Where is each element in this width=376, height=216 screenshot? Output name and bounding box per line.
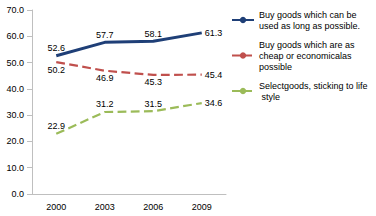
svg-text:20.0: 20.0 bbox=[6, 136, 24, 146]
svg-text:60.0: 60.0 bbox=[6, 31, 24, 41]
svg-text:2000: 2000 bbox=[46, 202, 66, 212]
svg-text:30.0: 30.0 bbox=[6, 110, 24, 120]
svg-text:Buy goods which can be: Buy goods which can be bbox=[259, 10, 359, 20]
svg-text:2009: 2009 bbox=[192, 202, 212, 212]
svg-text:cheap or economicalas: cheap or economicalas bbox=[259, 51, 354, 61]
svg-text:45.4: 45.4 bbox=[205, 70, 223, 80]
svg-text:40.0: 40.0 bbox=[6, 84, 24, 94]
svg-text:31.2: 31.2 bbox=[96, 99, 114, 109]
svg-text:Selectgoods, sticking to life: Selectgoods, sticking to life bbox=[259, 81, 368, 91]
svg-text:52.6: 52.6 bbox=[47, 43, 65, 53]
svg-text:2006: 2006 bbox=[143, 202, 163, 212]
svg-text:used as long as possible.: used as long as possible. bbox=[259, 21, 360, 31]
svg-text:34.6: 34.6 bbox=[205, 98, 223, 108]
svg-text:31.5: 31.5 bbox=[144, 99, 162, 109]
svg-text:50.2: 50.2 bbox=[47, 65, 65, 75]
svg-text:style: style bbox=[259, 92, 280, 102]
svg-text:2003: 2003 bbox=[95, 202, 115, 212]
svg-text:45.3: 45.3 bbox=[144, 77, 162, 87]
svg-text:22.9: 22.9 bbox=[47, 121, 65, 131]
svg-text:Buy goods which are as: Buy goods which are as bbox=[259, 40, 357, 50]
svg-text:possible: possible bbox=[259, 62, 292, 72]
svg-text:0.0: 0.0 bbox=[11, 189, 24, 199]
svg-text:50.0: 50.0 bbox=[6, 58, 24, 68]
svg-text:57.7: 57.7 bbox=[96, 30, 114, 40]
svg-text:46.9: 46.9 bbox=[96, 73, 114, 83]
svg-text:58.1: 58.1 bbox=[144, 29, 162, 39]
svg-text:70.0: 70.0 bbox=[6, 5, 24, 15]
svg-text:10.0: 10.0 bbox=[6, 163, 24, 173]
svg-text:61.3: 61.3 bbox=[205, 28, 223, 38]
